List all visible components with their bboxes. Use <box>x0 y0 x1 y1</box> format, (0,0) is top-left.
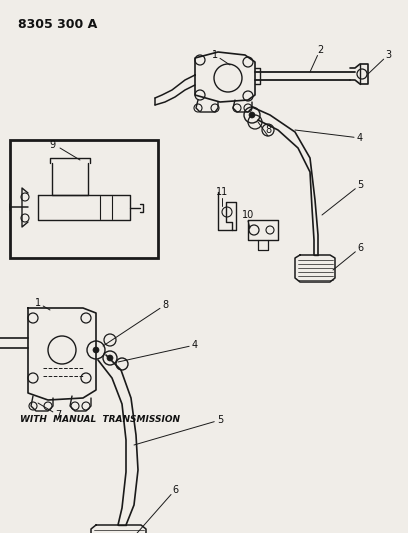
Circle shape <box>93 347 99 353</box>
Text: 8: 8 <box>265 125 271 135</box>
Text: 9: 9 <box>49 140 55 150</box>
Text: 11: 11 <box>216 187 228 197</box>
Bar <box>10 140 158 258</box>
Text: 3: 3 <box>385 50 391 60</box>
Text: 1: 1 <box>35 298 41 308</box>
Text: 4: 4 <box>357 133 363 143</box>
Text: 10: 10 <box>242 210 254 220</box>
Text: WITH  MANUAL  TRANSMISSION: WITH MANUAL TRANSMISSION <box>20 415 180 424</box>
Text: 7: 7 <box>55 410 61 420</box>
Text: 4: 4 <box>192 340 198 350</box>
Text: 2: 2 <box>317 45 323 55</box>
Circle shape <box>249 112 255 118</box>
Text: 8: 8 <box>162 300 168 310</box>
Text: 8305 300 A: 8305 300 A <box>18 18 97 31</box>
Text: 5: 5 <box>357 180 363 190</box>
Text: 6: 6 <box>357 243 363 253</box>
Text: 5: 5 <box>217 415 223 425</box>
Circle shape <box>107 355 113 361</box>
Text: 6: 6 <box>172 485 178 495</box>
Text: 1: 1 <box>212 50 218 60</box>
